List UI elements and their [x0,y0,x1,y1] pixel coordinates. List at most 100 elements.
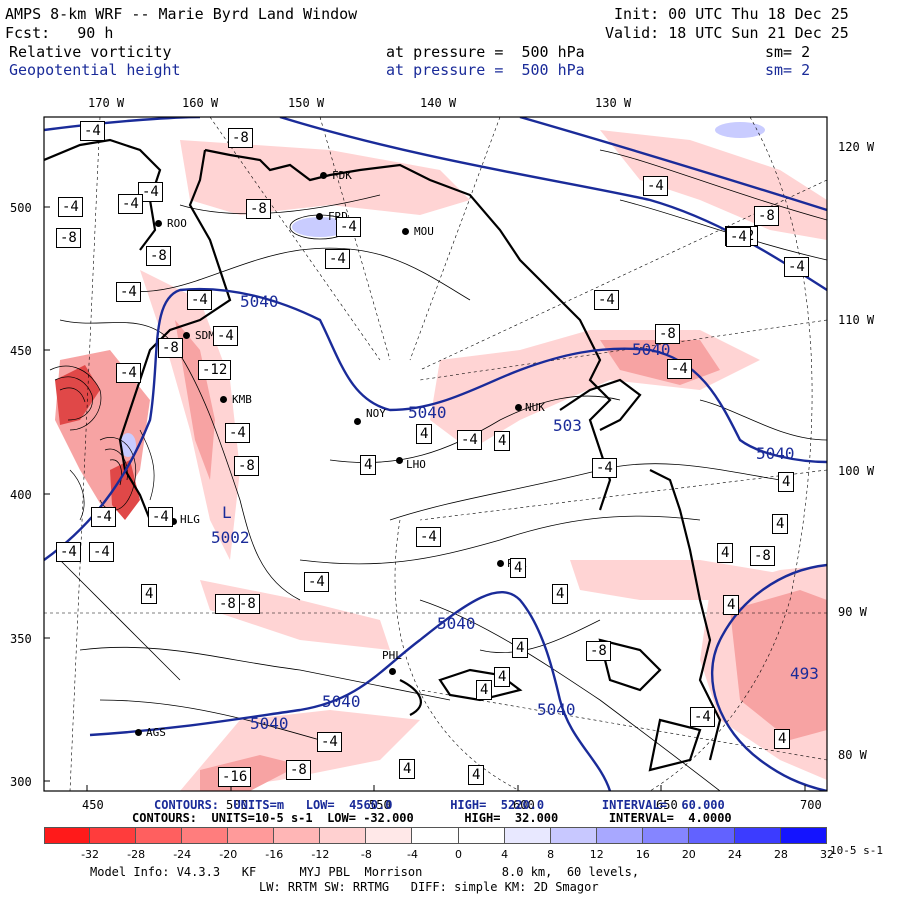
colorbar-label: 24 [727,848,742,861]
bottom-x-label: 600 [513,798,535,812]
vorticity-label: -4 [304,572,329,592]
bottom-x-label: 550 [369,798,391,812]
init-time: Init: 00 UTC Thu 18 Dec 25 [614,5,849,23]
station-label: KMB [232,393,252,406]
vorticity-label: 4 [717,543,734,563]
right-lon-label: 90 W [838,605,867,619]
height-contours [44,117,827,791]
station-label: LHO [406,458,426,471]
height-label: 5002 [211,528,250,547]
height-label: 5040 [250,714,289,733]
left-y-label: 300 [10,775,32,789]
colorbar-label: 20 [681,848,696,861]
vorticity-label: -8 [754,206,779,226]
colorbar-label: 4 [501,848,509,861]
vorticity-label: -4 [148,507,173,527]
vorticity-label: -8 [235,594,260,614]
vorticity-label: -4 [91,507,116,527]
vorticity-label: 4 [772,514,789,534]
colorbar-cell [780,827,827,844]
vorticity-label: -8 [215,594,240,614]
right-lon-label: 100 W [838,464,875,478]
vorticity-label: -4 [643,176,668,196]
vorticity-label: -8 [286,760,311,780]
colorbar-label: -12 [311,848,330,861]
right-lon-label: 120 W [838,140,875,154]
top-lon-label: 160 W [182,96,219,110]
station-label: HLG [180,513,200,526]
field2-level: at pressure = 500 hPa [386,61,585,79]
low-marker: L [222,503,232,522]
vorticity-label: -4 [784,257,809,277]
height-label: 5040 [322,692,361,711]
vorticity-label: -4 [58,197,83,217]
field1-level: at pressure = 500 hPa [386,43,585,61]
colorbar-label: -8 [360,848,372,861]
colorbar-cell [136,827,183,844]
height-label: 5040 [632,340,671,359]
physics-info: LW: RRTM SW: RRTMG DIFF: simple KM: 2D S… [259,880,599,894]
graticule [44,117,827,791]
vorticity-label: -4 [80,121,105,141]
colorbar-label: -16 [265,848,284,861]
vorticity-label: -16 [218,767,252,787]
height-label: 493 [790,664,819,683]
station-label: AGS [146,726,166,739]
colorbar-cell [320,827,367,844]
colorbar-cell [688,827,735,844]
vorticity-label: 4 [774,729,791,749]
forecast-hour: Fcst: 90 h [5,24,114,42]
vorticity-label: -4 [56,542,81,562]
colorbar-cell [366,827,413,844]
vorticity-label: 4 [512,638,529,658]
vorticity-label: -8 [228,128,253,148]
height-label: 503 [553,416,582,435]
colorbar-cell [44,827,91,844]
field2-name: Geopotential height [9,61,181,79]
vorticity-label: -4 [325,249,350,269]
vorticity-label: -4 [138,182,163,202]
vorticity-label: -8 [234,456,259,476]
top-lon-label: 150 W [288,96,325,110]
colorbar-cell [504,827,551,844]
vorticity-label: 4 [510,558,527,578]
contours-height-info: CONTOURS: UNITS=m LOW= 4560.0 HIGH= 5220… [154,798,725,812]
model-info: Model Info: V4.3.3 KF MYJ PBL Morrison 8… [90,865,640,879]
vorticity-label: -8 [56,228,81,248]
colorbar-cell [274,827,321,844]
vorticity-label: 4 [723,595,740,615]
vorticity-label: 4 [494,431,511,451]
colorbar-label: -4 [406,848,418,861]
vorticity-label: 4 [399,759,416,779]
field2-smoothing: sm= 2 [765,61,811,79]
vorticity-label: 4 [416,424,433,444]
colorbar-cell [228,827,275,844]
vorticity-label: -4 [667,359,692,379]
station-label: ROO [167,217,187,230]
height-label: 5040 [756,444,795,463]
left-y-label: 400 [10,488,32,502]
station-label: MOU [414,225,434,238]
axis-ticks [44,206,806,791]
colorbar-label: -20 [219,848,238,861]
vorticity-shading-deep [55,365,140,520]
colorbar-label: 16 [635,848,650,861]
colorbar-label: 28 [773,848,788,861]
bottom-x-label: 650 [656,798,678,812]
colorbar-cell [412,827,459,844]
coastline [44,138,722,772]
station-label: PHL [382,649,402,662]
colorbar-cell [90,827,137,844]
vorticity-label: -12 [198,360,232,380]
colorbar-label: 8 [547,848,555,861]
vorticity-label: -4 [690,707,715,727]
right-lon-label: 80 W [838,748,867,762]
field1-name: Relative vorticity [9,43,172,61]
vorticity-label: -4 [118,194,143,214]
vorticity-label: -8 [246,199,271,219]
vorticity-label: 4 [360,455,377,475]
station-label: NUK [525,401,545,414]
vorticity-label: 4 [476,680,493,700]
vorticity-label: -8 [750,546,775,566]
station-label: FDK [332,169,352,182]
